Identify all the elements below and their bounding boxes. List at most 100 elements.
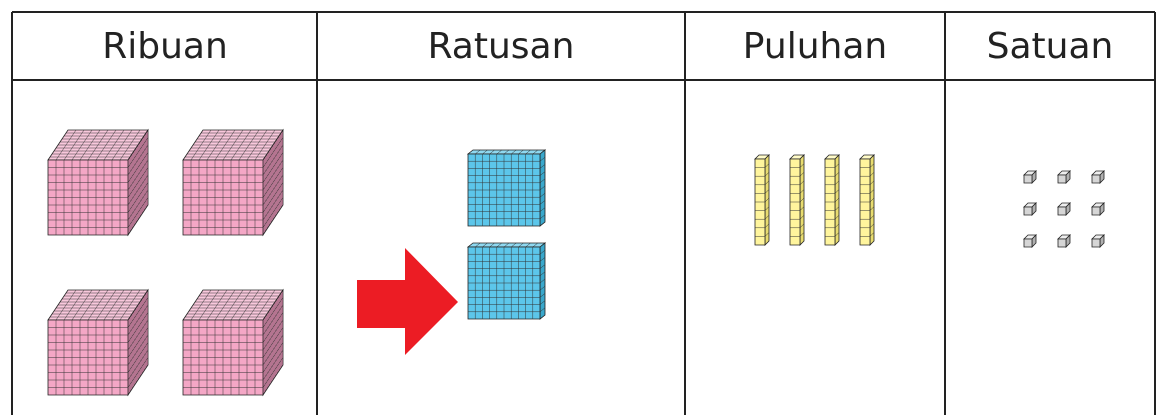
- block-grid: [834, 215, 840, 220]
- block-grid: [539, 250, 546, 255]
- block-grid: [262, 342, 284, 373]
- block-grid: [127, 152, 149, 183]
- block-grid: [539, 164, 546, 169]
- block-grid: [764, 172, 770, 177]
- block-grid: [489, 242, 495, 248]
- block-grid: [799, 197, 805, 203]
- block-grid: [539, 171, 546, 176]
- block-grid: [834, 206, 840, 211]
- block-grid: [764, 215, 770, 220]
- block-grid: [511, 149, 517, 155]
- block-grid: [127, 319, 149, 351]
- block-grid: [764, 223, 770, 228]
- block-grid: [539, 293, 546, 298]
- block-grid: [532, 149, 538, 155]
- block-grid: [539, 178, 546, 183]
- block-grid: [127, 159, 149, 191]
- block-grid: [127, 297, 149, 328]
- block-grid: [127, 182, 149, 213]
- block-grid: [262, 152, 284, 183]
- block-grid: [262, 174, 284, 206]
- block-grid: [525, 242, 531, 248]
- block-grid: [539, 200, 546, 205]
- block-grid: [799, 232, 805, 237]
- block-grid: [539, 278, 546, 284]
- block-grid: [764, 232, 770, 237]
- block-grid: [799, 172, 805, 177]
- block-face: [1057, 206, 1067, 216]
- block-grid: [127, 342, 149, 373]
- block-grid: [127, 144, 149, 176]
- block-grid: [503, 149, 510, 155]
- block-grid: [482, 242, 488, 248]
- arrow: [357, 248, 458, 355]
- block-grid: [539, 257, 546, 262]
- block-grid: [834, 180, 840, 185]
- block-grid: [869, 215, 875, 220]
- block-grid: [834, 223, 840, 228]
- block-face: [1023, 174, 1033, 184]
- block-grid: [764, 163, 770, 168]
- block-grid: [539, 271, 546, 276]
- block-face: [1091, 174, 1101, 184]
- block-grid: [482, 149, 488, 155]
- block-grid: [869, 163, 875, 168]
- block-grid: [764, 206, 770, 211]
- block-grid: [539, 286, 546, 291]
- block-grid: [539, 214, 546, 219]
- block-grid: [496, 242, 502, 248]
- block-grid: [127, 349, 149, 381]
- block-grid: [262, 167, 284, 198]
- block-grid: [262, 312, 284, 343]
- block-grid: [262, 304, 284, 336]
- block-grid: [262, 144, 284, 176]
- block-grid: [127, 304, 149, 336]
- block-grid: [799, 206, 805, 211]
- block-grid: [869, 172, 875, 177]
- block-grid: [764, 189, 770, 194]
- block-face: [1057, 238, 1067, 248]
- block-grid: [834, 189, 840, 194]
- block-grid: [262, 319, 284, 351]
- block-grid: [539, 185, 546, 191]
- block-grid: [127, 197, 149, 228]
- block-face: [1023, 206, 1033, 216]
- block-face: [1091, 238, 1101, 248]
- block-grid: [869, 180, 875, 185]
- block-grid: [869, 232, 875, 237]
- block-grid: [834, 232, 840, 237]
- block-face: [1023, 238, 1033, 248]
- column-header: Ratusan: [428, 26, 575, 67]
- block-grid: [834, 163, 840, 168]
- block-grid: [539, 264, 546, 269]
- block-grid: [799, 223, 805, 228]
- block-grid: [127, 137, 149, 168]
- block-grid: [532, 242, 538, 248]
- block-grid: [799, 180, 805, 185]
- block-grid: [764, 180, 770, 185]
- block-grid: [869, 197, 875, 203]
- block-grid: [539, 207, 546, 212]
- block-grid: [799, 189, 805, 194]
- block-grid: [518, 242, 524, 248]
- block-grid: [127, 312, 149, 343]
- block-grid: [262, 349, 284, 381]
- block-grid: [262, 297, 284, 328]
- block-face: [1057, 174, 1067, 184]
- block-grid: [869, 206, 875, 211]
- block-grid: [127, 167, 149, 198]
- block-grid: [799, 163, 805, 168]
- block-grid: [475, 149, 481, 155]
- block-grid: [489, 149, 495, 155]
- column-header: Satuan: [987, 26, 1114, 67]
- block-grid: [799, 215, 805, 220]
- block-grid: [262, 327, 284, 358]
- block-grid: [539, 157, 546, 162]
- block-grid: [869, 223, 875, 228]
- block-grid: [869, 189, 875, 194]
- block-grid: [475, 242, 481, 248]
- block-grid: [518, 149, 524, 155]
- block-grid: [127, 357, 149, 388]
